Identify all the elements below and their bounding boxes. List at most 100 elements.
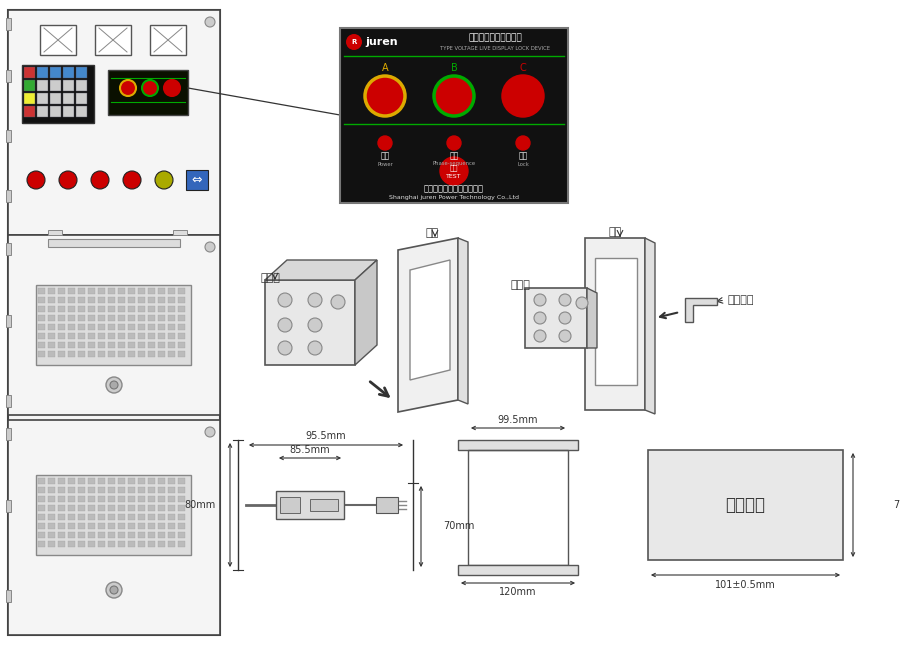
Bar bbox=[158, 532, 165, 538]
Bar bbox=[88, 297, 95, 303]
Bar bbox=[68, 351, 75, 357]
Bar bbox=[78, 315, 85, 321]
Bar bbox=[108, 514, 115, 520]
Bar bbox=[128, 496, 135, 502]
Polygon shape bbox=[265, 260, 377, 280]
Text: 上海聚仁电力科技有限公司: 上海聚仁电力科技有限公司 bbox=[424, 184, 484, 193]
Bar bbox=[6, 395, 11, 407]
Circle shape bbox=[503, 76, 543, 116]
Bar bbox=[108, 496, 115, 502]
Bar bbox=[148, 342, 155, 348]
Bar bbox=[98, 487, 105, 493]
Bar bbox=[168, 333, 175, 339]
Bar bbox=[48, 496, 55, 502]
Polygon shape bbox=[595, 258, 637, 385]
Bar bbox=[108, 505, 115, 511]
Circle shape bbox=[110, 381, 118, 389]
Bar bbox=[118, 351, 125, 357]
Bar bbox=[98, 532, 105, 538]
Bar bbox=[148, 315, 155, 321]
Bar bbox=[158, 487, 165, 493]
Text: A: A bbox=[382, 63, 388, 73]
Bar bbox=[88, 532, 95, 538]
Bar bbox=[98, 478, 105, 484]
Bar bbox=[48, 288, 55, 294]
Bar bbox=[118, 306, 125, 312]
Bar bbox=[37, 67, 48, 78]
Bar bbox=[178, 541, 185, 547]
Bar bbox=[168, 514, 175, 520]
Bar bbox=[58, 541, 65, 547]
Bar bbox=[138, 505, 145, 511]
Bar bbox=[138, 342, 145, 348]
Bar bbox=[78, 351, 85, 357]
Text: 高压带电显示锁闭装置: 高压带电显示锁闭装置 bbox=[468, 34, 522, 43]
Bar bbox=[50, 106, 61, 117]
Bar bbox=[37, 106, 48, 117]
Bar bbox=[38, 342, 45, 348]
Bar bbox=[88, 523, 95, 529]
Bar bbox=[24, 106, 35, 117]
Bar bbox=[98, 306, 105, 312]
Circle shape bbox=[440, 157, 468, 185]
Bar bbox=[48, 523, 55, 529]
Bar bbox=[168, 306, 175, 312]
Bar bbox=[138, 478, 145, 484]
Bar bbox=[458, 440, 578, 450]
Bar bbox=[128, 306, 135, 312]
Bar bbox=[6, 500, 11, 512]
Bar bbox=[6, 70, 11, 82]
Bar bbox=[108, 487, 115, 493]
Bar bbox=[48, 514, 55, 520]
Circle shape bbox=[59, 171, 77, 189]
Text: 相序: 相序 bbox=[449, 151, 459, 160]
Circle shape bbox=[559, 294, 571, 306]
Bar bbox=[118, 333, 125, 339]
Bar bbox=[88, 478, 95, 484]
Text: Phase-sequence: Phase-sequence bbox=[432, 162, 475, 166]
Text: juren: juren bbox=[365, 37, 399, 47]
Circle shape bbox=[110, 586, 118, 594]
Bar bbox=[128, 505, 135, 511]
Bar bbox=[6, 130, 11, 142]
Bar bbox=[63, 93, 74, 104]
Polygon shape bbox=[585, 238, 645, 410]
Bar bbox=[118, 523, 125, 529]
Bar bbox=[128, 324, 135, 330]
Bar bbox=[98, 514, 105, 520]
Bar bbox=[6, 315, 11, 327]
Circle shape bbox=[164, 80, 180, 96]
Text: Power: Power bbox=[377, 162, 393, 166]
Circle shape bbox=[205, 427, 215, 437]
Bar bbox=[108, 306, 115, 312]
Bar bbox=[168, 532, 175, 538]
Bar bbox=[148, 478, 155, 484]
Bar bbox=[88, 315, 95, 321]
Bar bbox=[6, 18, 11, 30]
Bar bbox=[98, 324, 105, 330]
Bar bbox=[108, 315, 115, 321]
Bar bbox=[68, 288, 75, 294]
Bar bbox=[98, 505, 105, 511]
Bar bbox=[88, 514, 95, 520]
Bar bbox=[58, 351, 65, 357]
Circle shape bbox=[447, 136, 461, 150]
Bar bbox=[98, 523, 105, 529]
Bar bbox=[138, 324, 145, 330]
Text: 85.5mm: 85.5mm bbox=[290, 445, 330, 455]
Bar bbox=[78, 342, 85, 348]
Bar bbox=[186, 170, 208, 190]
Bar bbox=[178, 333, 185, 339]
Bar bbox=[88, 351, 95, 357]
Bar bbox=[78, 478, 85, 484]
Bar bbox=[158, 306, 165, 312]
Bar bbox=[168, 351, 175, 357]
Bar bbox=[88, 288, 95, 294]
Circle shape bbox=[106, 377, 122, 393]
Bar bbox=[38, 514, 45, 520]
Bar bbox=[158, 541, 165, 547]
Bar bbox=[58, 333, 65, 339]
Bar bbox=[148, 496, 155, 502]
Bar bbox=[98, 315, 105, 321]
Circle shape bbox=[559, 312, 571, 324]
